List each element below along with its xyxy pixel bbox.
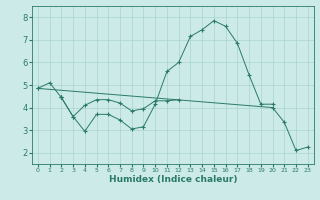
X-axis label: Humidex (Indice chaleur): Humidex (Indice chaleur) bbox=[108, 175, 237, 184]
